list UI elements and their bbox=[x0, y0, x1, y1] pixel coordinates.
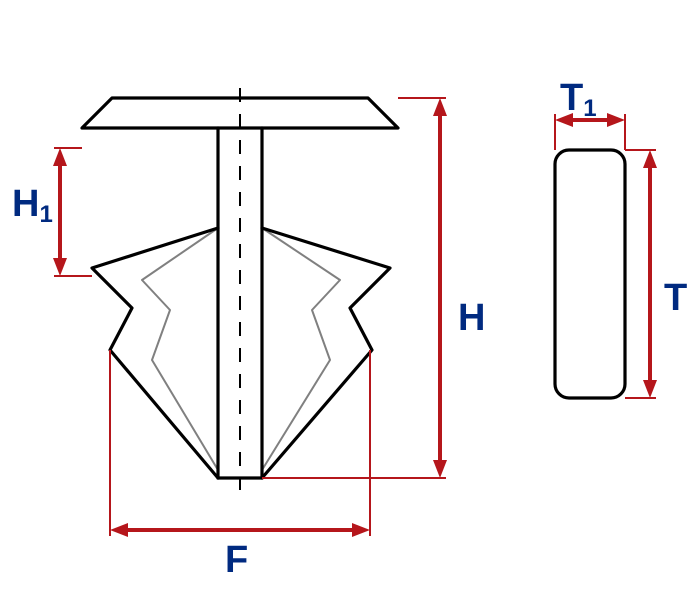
label-T: T bbox=[664, 277, 687, 319]
label-H: H bbox=[458, 297, 485, 339]
label-F: F bbox=[225, 539, 248, 581]
tech-drawing: HH1FTT1 bbox=[0, 0, 700, 591]
